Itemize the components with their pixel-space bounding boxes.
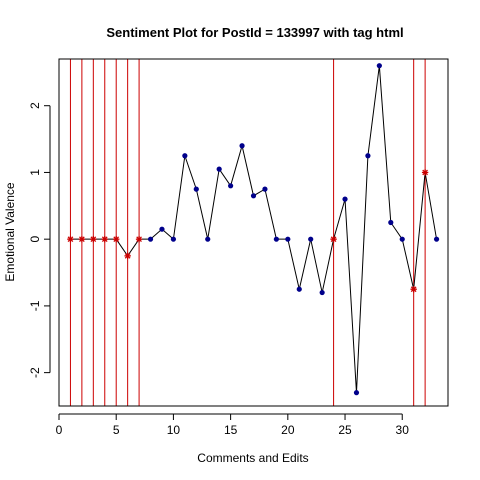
x-tick-label: 20 bbox=[281, 423, 295, 437]
comment-point bbox=[353, 390, 360, 396]
y-tick-label: -2 bbox=[28, 367, 42, 378]
edit-point bbox=[330, 235, 337, 243]
comment-point bbox=[262, 186, 268, 192]
comment-point bbox=[433, 236, 440, 242]
comment-point bbox=[342, 196, 348, 202]
y-tick-label: -1 bbox=[28, 300, 42, 311]
x-tick-label: 25 bbox=[338, 423, 352, 437]
edit-point bbox=[67, 235, 74, 243]
y-tick-label: 2 bbox=[28, 102, 42, 109]
comment-point bbox=[308, 236, 314, 242]
y-tick-label: 1 bbox=[28, 169, 42, 176]
y-axis: -2 -1 0 1 2 bbox=[28, 102, 51, 378]
comment-point bbox=[296, 286, 302, 292]
chart-title: Sentiment Plot for PostId = 133997 with … bbox=[106, 25, 403, 40]
comment-point bbox=[239, 143, 245, 149]
edit-point bbox=[410, 286, 417, 293]
series-line bbox=[70, 65, 438, 393]
comment-point bbox=[250, 193, 257, 199]
x-tick-label: 0 bbox=[56, 423, 63, 437]
comment-point bbox=[365, 153, 371, 159]
x-tick-label: 5 bbox=[113, 423, 120, 437]
x-tick-label: 30 bbox=[396, 423, 410, 437]
comment-point bbox=[147, 236, 154, 242]
comment-point bbox=[388, 219, 394, 226]
comment-point bbox=[285, 236, 291, 242]
edit-point bbox=[421, 169, 429, 176]
edit-point bbox=[135, 235, 143, 243]
edit-point bbox=[113, 235, 120, 243]
comment-point bbox=[170, 236, 177, 242]
comment-point bbox=[193, 186, 199, 192]
plot-frame bbox=[58, 58, 449, 407]
edit-point bbox=[101, 235, 108, 243]
comment-point bbox=[376, 63, 382, 69]
x-tick-label: 15 bbox=[224, 423, 238, 437]
series-polyline bbox=[70, 65, 438, 393]
x-tick-label: 10 bbox=[167, 423, 181, 437]
comment-point bbox=[273, 236, 279, 242]
comment-point bbox=[228, 183, 234, 189]
edit-point bbox=[124, 252, 131, 260]
edit-lines bbox=[69, 59, 426, 406]
comment-point bbox=[205, 236, 211, 242]
x-axis-label: Comments and Edits bbox=[197, 451, 308, 465]
edit-point bbox=[90, 235, 97, 243]
comment-point bbox=[216, 166, 222, 172]
y-axis-label: Emotional Valence bbox=[3, 182, 17, 281]
edit-point bbox=[78, 235, 86, 243]
x-axis: 0 5 10 15 20 25 30 bbox=[56, 413, 410, 437]
y-tick-label: 0 bbox=[28, 236, 42, 243]
data-points bbox=[67, 63, 440, 396]
comment-point bbox=[319, 289, 325, 296]
comment-point bbox=[182, 153, 188, 159]
comment-point bbox=[399, 236, 405, 242]
comment-point bbox=[159, 226, 165, 232]
